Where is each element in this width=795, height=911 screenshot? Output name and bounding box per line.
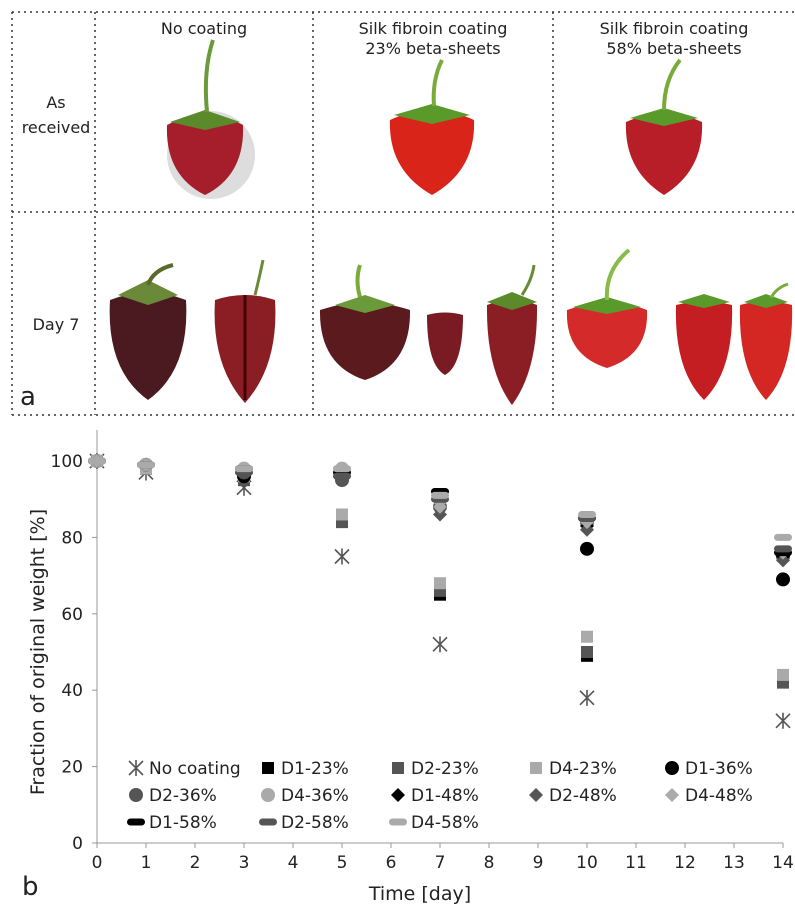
row-header: As — [46, 93, 65, 112]
y-axis-title: Fraction of original weight [%] — [27, 509, 49, 795]
row-header: received — [22, 118, 91, 137]
marker — [389, 819, 407, 826]
marker — [392, 762, 404, 774]
strawberry-photos — [110, 40, 792, 405]
x-tick-label: 9 — [533, 853, 544, 873]
x-tick-label: 8 — [484, 853, 495, 873]
legend-label: D4-23% — [549, 759, 617, 779]
marker — [774, 545, 792, 552]
row-header: Day 7 — [33, 315, 80, 334]
marker — [578, 511, 596, 518]
x-tick-label: 7 — [435, 853, 446, 873]
marker — [665, 761, 679, 775]
legend-label: D4-58% — [411, 813, 479, 833]
panel-label: a — [20, 382, 36, 412]
y-tick-label: 40 — [61, 681, 83, 701]
marker — [335, 549, 349, 565]
x-tick-label: 1 — [141, 853, 152, 873]
marker — [88, 458, 106, 465]
column-header: 58% beta-sheets — [606, 39, 741, 58]
marker — [261, 788, 275, 802]
y-tick-label: 100 — [51, 452, 83, 472]
marker — [433, 636, 447, 652]
x-tick-label: 5 — [337, 853, 348, 873]
marker — [434, 577, 446, 589]
y-tick-label: 60 — [61, 605, 83, 625]
marker — [391, 788, 405, 802]
x-tick-label: 4 — [288, 853, 299, 873]
marker — [137, 461, 155, 468]
marker — [336, 508, 348, 520]
legend-label: D2-58% — [281, 813, 349, 833]
marker — [129, 788, 143, 802]
marker — [777, 669, 789, 681]
legend-label: D2-36% — [149, 786, 217, 806]
legend-label: D2-23% — [411, 759, 479, 779]
legend-label: D1-48% — [411, 786, 479, 806]
x-tick-label: 11 — [625, 853, 647, 873]
x-tick-label: 13 — [723, 853, 745, 873]
column-header: Silk fibroin coating — [359, 19, 508, 38]
marker — [530, 762, 542, 774]
legend-label: D2-48% — [549, 786, 617, 806]
x-tick-label: 3 — [239, 853, 250, 873]
marker — [776, 572, 790, 586]
marker — [127, 819, 145, 826]
marker — [333, 473, 351, 480]
marker — [333, 465, 351, 472]
x-tick-label: 12 — [674, 853, 696, 873]
x-tick-label: 2 — [190, 853, 201, 873]
legend-label: D4-48% — [685, 786, 753, 806]
marker — [259, 819, 277, 826]
panel-label: b — [22, 872, 39, 902]
x-axis-title: Time [day] — [368, 883, 471, 905]
marker — [580, 690, 594, 706]
y-tick-label: 80 — [61, 528, 83, 548]
marker — [776, 713, 790, 729]
legend-label: D1-58% — [149, 813, 217, 833]
marker — [581, 631, 593, 643]
x-tick-label: 6 — [386, 853, 397, 873]
legend-label: D1-36% — [685, 759, 753, 779]
marker — [262, 762, 274, 774]
marker — [581, 646, 593, 658]
x-tick-label: 10 — [576, 853, 598, 873]
marker — [129, 760, 143, 776]
marker — [235, 465, 253, 472]
y-tick-label: 0 — [72, 834, 83, 854]
marker — [529, 788, 543, 802]
x-tick-label: 0 — [92, 853, 103, 873]
legend-label: D4-36% — [281, 786, 349, 806]
marker — [665, 788, 679, 802]
marker — [431, 492, 449, 499]
column-header: Silk fibroin coating — [600, 19, 749, 38]
figure: a No coatingSilk fibroin coating23% beta… — [0, 0, 795, 907]
column-header: No coating — [161, 19, 247, 38]
marker — [580, 542, 594, 556]
legend-label: D1-23% — [281, 759, 349, 779]
legend-label: No coating — [149, 759, 241, 779]
y-tick-label: 20 — [61, 758, 83, 778]
marker — [774, 534, 792, 541]
x-tick-label: 14 — [772, 853, 794, 873]
column-header: 23% beta-sheets — [365, 39, 500, 58]
